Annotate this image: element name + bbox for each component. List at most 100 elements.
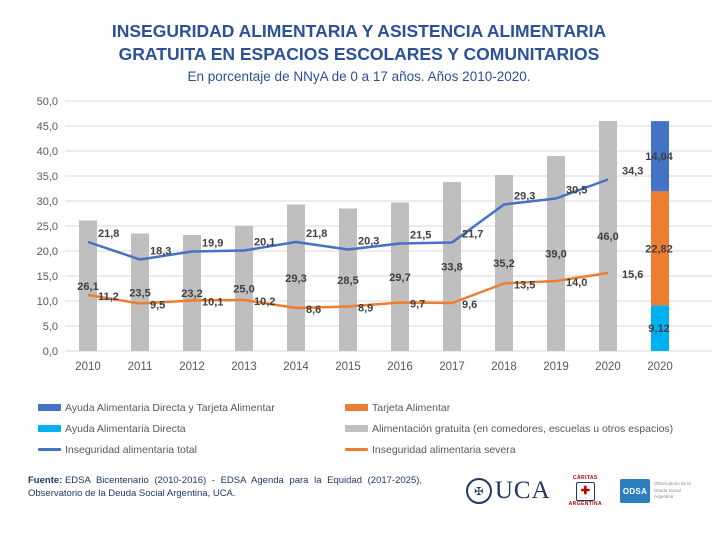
- y-tick-label: 40,0: [37, 146, 58, 158]
- legend-label: Ayuda Alimentaria Directa: [65, 422, 186, 435]
- line-value-label: 34,3: [622, 165, 643, 177]
- x-tick-label: 2010: [75, 361, 101, 373]
- stacked-segment: [651, 304, 669, 351]
- x-tick-label: 2014: [283, 361, 309, 373]
- y-tick-label: 30,0: [37, 196, 58, 208]
- source-line-2: Observatorio de la Deuda Social Argentin…: [28, 488, 236, 500]
- y-tick-label: 45,0: [37, 121, 58, 133]
- caritas-logo-top-text: CÁRITAS: [573, 474, 598, 481]
- legend-swatch-blue-line: [38, 448, 61, 451]
- x-tick-label: 2016: [387, 361, 413, 373]
- line-value-label: 21,8: [306, 228, 327, 240]
- legend-swatch-orange: [345, 404, 368, 411]
- y-tick-label: 0,0: [43, 346, 58, 358]
- source-label: Fuente:: [28, 474, 63, 486]
- uca-seal-icon: ✠: [465, 478, 492, 504]
- bar-2015: [339, 208, 357, 351]
- legend-swatch-gray: [345, 425, 368, 432]
- legend-label: Tarjeta Alimentar: [372, 401, 451, 414]
- bar-2016: [391, 202, 409, 351]
- line-value-label: 20,1: [254, 236, 275, 248]
- legend-swatch-darkblue: [38, 404, 61, 411]
- source-note: Fuente: EDSA Bicentenario (2010-2016) - …: [28, 474, 466, 502]
- page-title: INSEGURIDAD ALIMENTARIA Y ASISTENCIA ALI…: [0, 20, 718, 66]
- line-value-label: 13,5: [514, 279, 535, 291]
- legend-item-ayuda-directa: Ayuda Alimentaria Directa: [38, 423, 345, 435]
- line-value-label: 19,9: [202, 237, 223, 249]
- x-tick-label: 2020: [647, 361, 673, 373]
- bar-value-label: 25,0: [233, 283, 254, 295]
- line-value-label: 21,8: [98, 228, 119, 240]
- chart-area: 0,0 5,0 10,0 15,0 20,0 25,0 30,0 35,0 40,0 45,0 50…: [0, 86, 718, 386]
- bar-2019: [547, 155, 565, 351]
- line-value-label: 9,7: [410, 298, 425, 310]
- legend-label: Inseguridad alimentaria total: [65, 443, 197, 456]
- bar-value-label: 46,0: [597, 231, 618, 243]
- legend-item-inseguridad-total: Inseguridad alimentaria total: [38, 444, 345, 456]
- y-tick-label: 35,0: [37, 171, 58, 183]
- bar-2011: [131, 233, 149, 351]
- line-value-label: 30,5: [566, 184, 587, 196]
- title-line-2: GRATUITA EN ESPACIOS ESCOLARES Y COMUNIT…: [118, 43, 600, 64]
- stacked-value-label: 14,04: [645, 151, 673, 163]
- x-tick-label: 2013: [231, 361, 257, 373]
- uca-logo-text: UCA: [494, 477, 551, 504]
- bar-value-label: 26,1: [77, 280, 98, 292]
- chart-subtitle: En porcentaje de NNyA de 0 a 17 años. Añ…: [187, 68, 531, 84]
- line-value-label: 10,1: [202, 296, 223, 308]
- line-value-label: 21,7: [462, 228, 483, 240]
- bar-2020: [599, 120, 617, 351]
- odsa-logo: ODSA Observatorio de la Deuda Social Arg…: [620, 479, 692, 503]
- stacked-segment: [651, 120, 669, 191]
- chart-legend: Ayuda Alimentaria Directa y Tarjeta Alim…: [0, 402, 718, 456]
- title-line-1: INSEGURIDAD ALIMENTARIA Y ASISTENCIA ALI…: [111, 21, 607, 41]
- stacked-value-label: 22,82: [645, 243, 673, 255]
- y-tick-label: 15,0: [37, 271, 58, 283]
- bar-2014: [287, 204, 305, 351]
- y-tick-label: 25,0: [37, 221, 58, 233]
- line-value-label: 20,3: [358, 235, 379, 247]
- legend-item-tarjeta: Tarjeta Alimentar: [345, 402, 718, 414]
- line-value-label: 11,2: [98, 291, 119, 303]
- source-line-1: EDSA Bicentenario (2010-2016) - EDSA Age…: [64, 474, 423, 486]
- y-tick-label: 20,0: [37, 246, 58, 258]
- legend-item-alimentacion-gratuita: Alimentación gratuita (en comedores, esc…: [345, 423, 718, 435]
- line-inseguridad-severa: [87, 271, 609, 309]
- y-tick-label: 50,0: [37, 96, 58, 108]
- bar-2012: [183, 234, 201, 351]
- bar-2017: [443, 181, 461, 351]
- line-value-label: 8,6: [306, 304, 321, 316]
- bar-value-label: 23,5: [129, 287, 150, 299]
- caritas-logo: CÁRITAS ✚ ARGENTINA: [569, 474, 602, 507]
- x-tick-label: 2018: [491, 361, 517, 373]
- x-tick-label: 2011: [128, 361, 153, 373]
- stacked-segment: [651, 190, 669, 305]
- bar-value-label: 35,2: [493, 258, 514, 270]
- combo-chart: 0,0 5,0 10,0 15,0 20,0 25,0 30,0 35,0 40,0 45,0 50…: [37, 96, 712, 373]
- y-tick-label: 10,0: [37, 296, 58, 308]
- legend-label: Inseguridad alimentaria severa: [372, 443, 516, 456]
- line-value-label: 10,2: [254, 296, 275, 308]
- x-tick-label: 2017: [439, 361, 465, 373]
- y-tick-label: 5,0: [43, 321, 58, 333]
- uca-logo: ✠ UCA: [465, 477, 551, 505]
- x-tick-label: 2019: [543, 361, 569, 373]
- bar-2018: [495, 174, 513, 351]
- bar-value-label: 39,0: [545, 248, 566, 260]
- x-tick-label: 2015: [335, 361, 361, 373]
- legend-item-inseguridad-severa: Inseguridad alimentaria severa: [345, 444, 718, 456]
- caritas-cross-icon: ✚: [575, 481, 595, 501]
- line-value-label: 21,5: [410, 229, 431, 241]
- line-value-label: 18,3: [150, 245, 171, 257]
- line-value-label: 9,6: [462, 299, 477, 311]
- line-value-label: 29,3: [514, 190, 535, 202]
- line-value-label: 9,5: [150, 299, 165, 311]
- legend-swatch-orange-line: [345, 448, 368, 451]
- odsa-logo-caption: Observatorio de la Deuda Social Argentin…: [654, 480, 691, 500]
- x-tick-label: 2020: [595, 361, 621, 373]
- x-tick-label: 2012: [179, 361, 205, 373]
- line-value-label: 14,0: [566, 277, 587, 289]
- logos: ✠ UCA CÁRITAS ✚ ARGENTINA ODSA Observato…: [465, 474, 692, 507]
- stacked-value-label: 9,12: [648, 323, 669, 335]
